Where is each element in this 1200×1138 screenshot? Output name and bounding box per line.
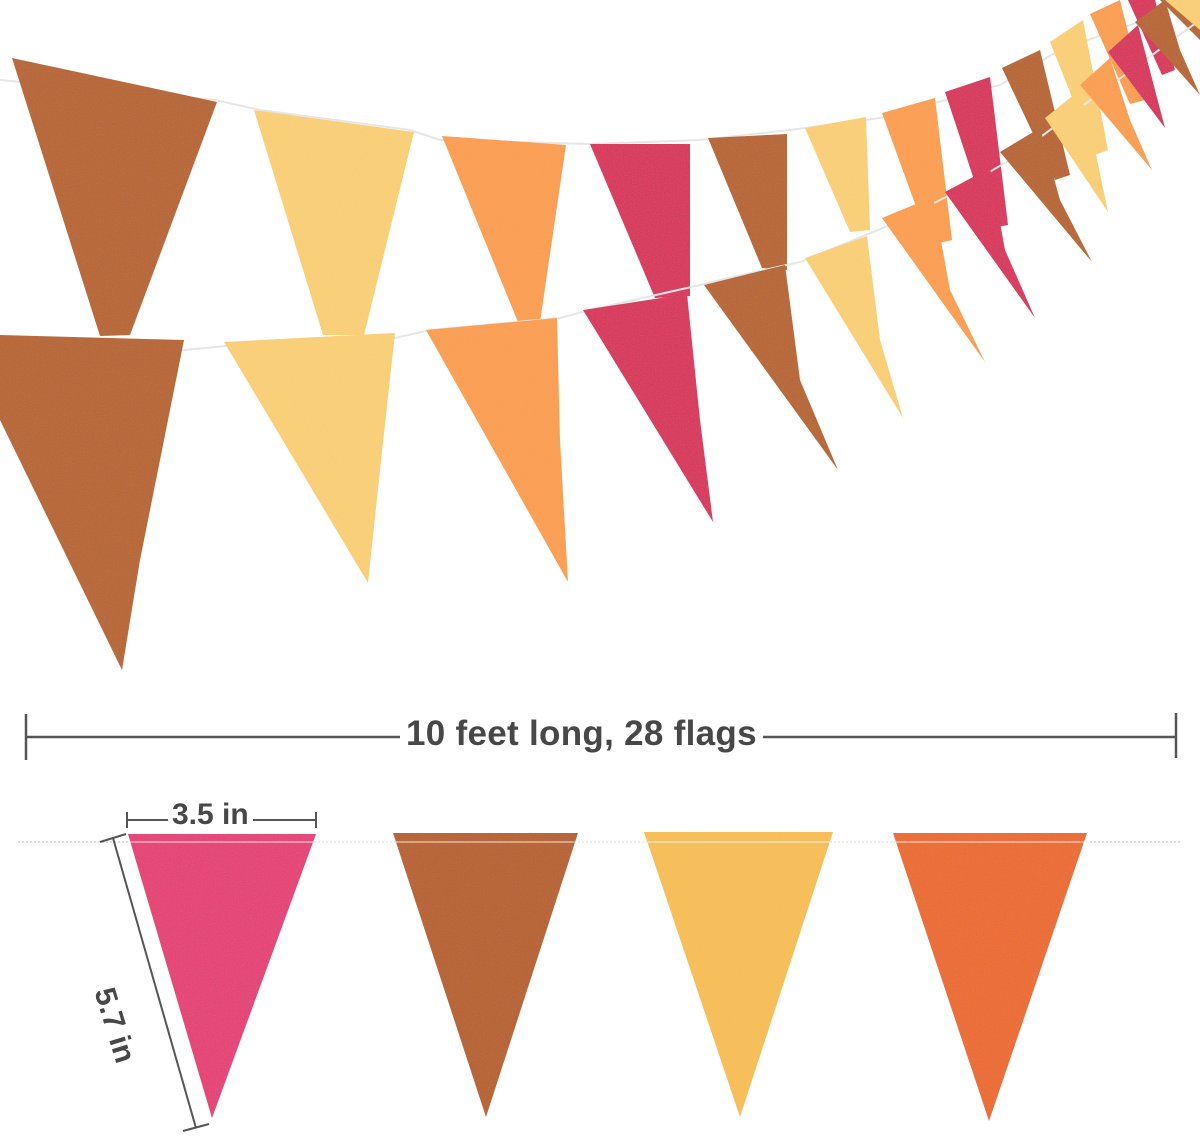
- pennant-flag: [1002, 50, 1070, 180]
- flag-width-label: 3.5 in: [168, 798, 253, 832]
- pennant-flag: [708, 134, 787, 270]
- pennant-flag: [1000, 128, 1092, 262]
- pennant-flag: [1045, 90, 1108, 212]
- pennant-flag: [1080, 58, 1152, 170]
- pennant-flag: [945, 168, 1035, 318]
- pennant-flag: [805, 236, 903, 418]
- length-flag-count-label: 10 feet long, 28 flags: [400, 714, 763, 754]
- pennant-flag: [882, 197, 985, 362]
- pennant-flag: [1050, 20, 1108, 155]
- pennant-flag: [224, 333, 395, 583]
- pennant-flag: [1135, 0, 1200, 95]
- height-dimension: [99, 833, 210, 1132]
- pennant-flag: [590, 144, 690, 298]
- swatch-flag-orange: [893, 833, 1087, 1121]
- swatch-flags: [128, 832, 1090, 1121]
- pennant-flag: [12, 58, 217, 336]
- pennant-flag: [704, 265, 838, 470]
- garland-front-row: [0, 0, 1200, 670]
- swatch-flag-yellow: [644, 832, 833, 1117]
- swatch-flag-pink: [128, 834, 316, 1118]
- pennant-flag: [442, 136, 566, 322]
- swatch-flag-brown: [393, 833, 578, 1117]
- pennant-flag: [583, 294, 713, 522]
- pennant-flag: [805, 117, 870, 232]
- pennant-flag: [426, 318, 568, 582]
- pennant-flag: [1165, 0, 1200, 30]
- pennant-flag: [254, 110, 414, 335]
- pennant-flag: [0, 335, 184, 670]
- pennant-flag: [1108, 25, 1165, 128]
